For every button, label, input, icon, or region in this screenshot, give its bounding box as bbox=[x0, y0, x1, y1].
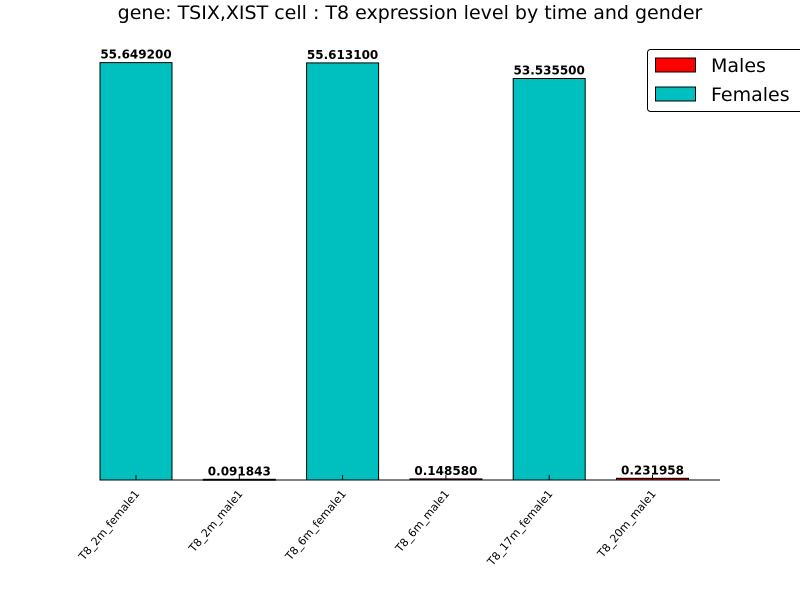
data-label-T8_6m_female1: 55.613100 bbox=[307, 48, 378, 62]
legend: Males Females bbox=[647, 49, 800, 112]
x-tick-label-T8_17m_female1: T8_17m_female1 bbox=[484, 488, 555, 569]
chart-title: gene: TSIX,XIST cell : T8 expression lev… bbox=[118, 2, 703, 24]
legend-label-males: Males bbox=[711, 55, 766, 77]
legend-swatch-males bbox=[655, 57, 696, 73]
data-label-T8_20m_male1: 0.231958 bbox=[621, 463, 684, 477]
x-ticks-layer: T8_2m_female1 T8_2m_male1 T8_6m_female1 T8_… bbox=[76, 475, 659, 569]
data-label-T8_2m_female1: 55.649200 bbox=[100, 48, 171, 62]
bars-layer bbox=[99, 62, 689, 481]
x-tick-label-T8_2m_male1: T8_2m_male1 bbox=[186, 488, 246, 556]
legend-swatch-females bbox=[655, 86, 696, 102]
bar-T8_6m_female1 bbox=[306, 62, 380, 481]
legend-label-females: Females bbox=[711, 84, 790, 106]
x-tick-label-T8_2m_female1: T8_2m_female1 bbox=[76, 488, 143, 564]
x-tick-label-T8_6m_female1: T8_6m_female1 bbox=[282, 488, 349, 564]
data-label-T8_6m_male1: 0.148580 bbox=[414, 464, 477, 478]
data-label-T8_2m_male1: 0.091843 bbox=[208, 464, 271, 478]
x-tick-label-T8_20m_male1: T8_20m_male1 bbox=[594, 488, 658, 561]
data-labels-layer: 55.649200 0.091843 55.613100 0.148580 53.535… bbox=[100, 48, 684, 479]
x-tick-label-T8_6m_male1: T8_6m_male1 bbox=[392, 488, 452, 556]
bar-T8_2m_female1 bbox=[99, 62, 173, 481]
bar-T8_17m_female1 bbox=[512, 78, 586, 481]
data-label-T8_17m_female1: 53.535500 bbox=[514, 64, 585, 78]
